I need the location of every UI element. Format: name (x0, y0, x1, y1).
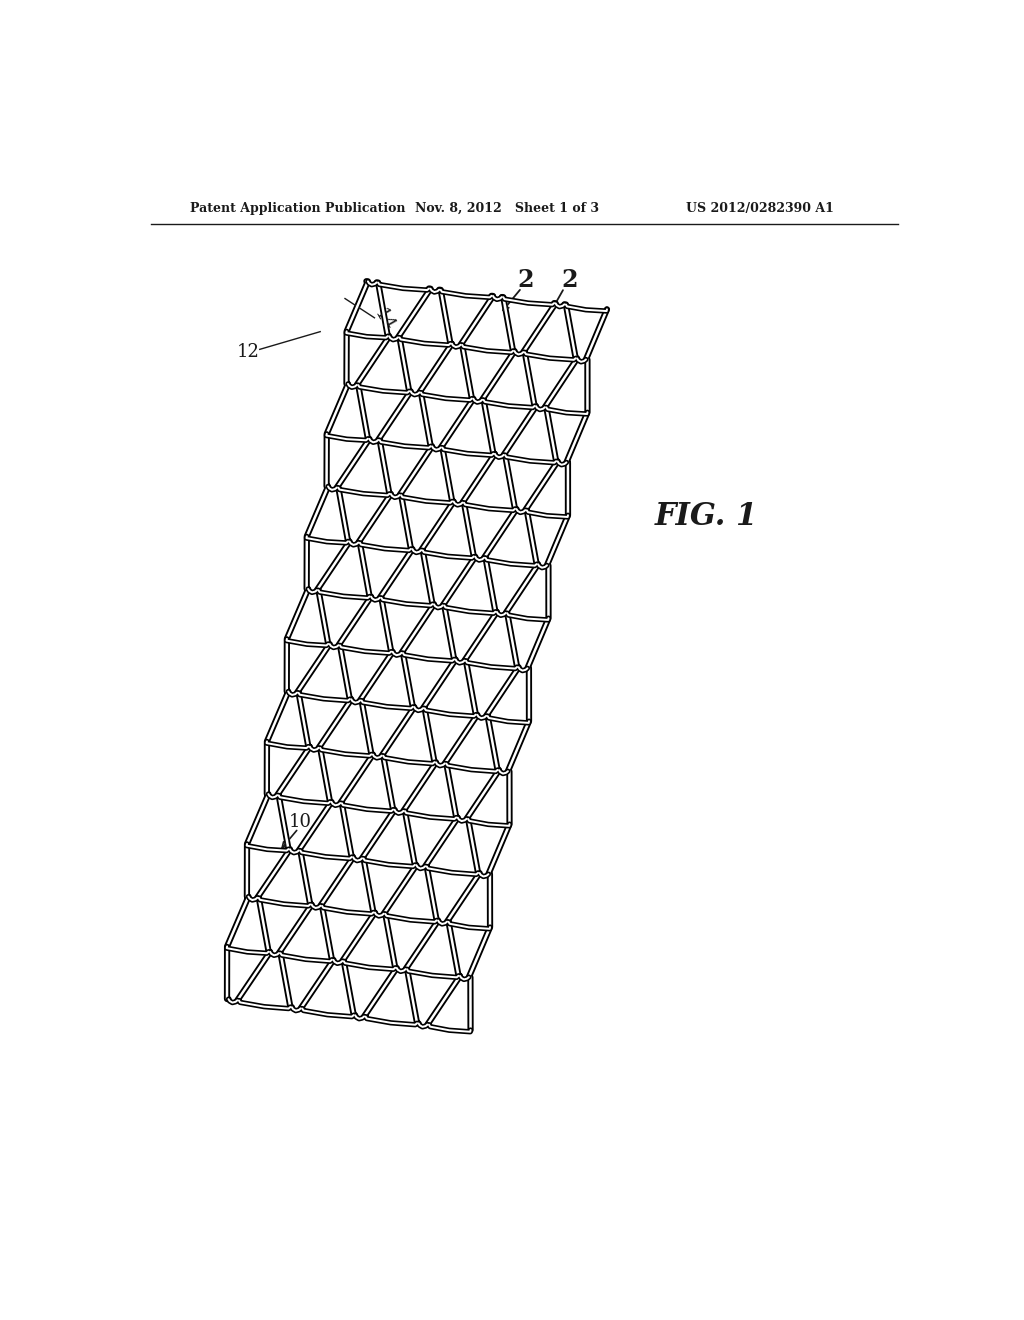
Text: 2: 2 (517, 268, 534, 292)
Text: 12: 12 (237, 343, 259, 362)
Text: 2: 2 (561, 268, 578, 292)
Text: 14: 14 (371, 306, 397, 334)
Text: 10: 10 (289, 813, 311, 832)
Text: Nov. 8, 2012   Sheet 1 of 3: Nov. 8, 2012 Sheet 1 of 3 (415, 202, 599, 215)
Text: US 2012/0282390 A1: US 2012/0282390 A1 (686, 202, 834, 215)
Text: Patent Application Publication: Patent Application Publication (190, 202, 406, 215)
Text: FIG. 1: FIG. 1 (655, 502, 758, 532)
